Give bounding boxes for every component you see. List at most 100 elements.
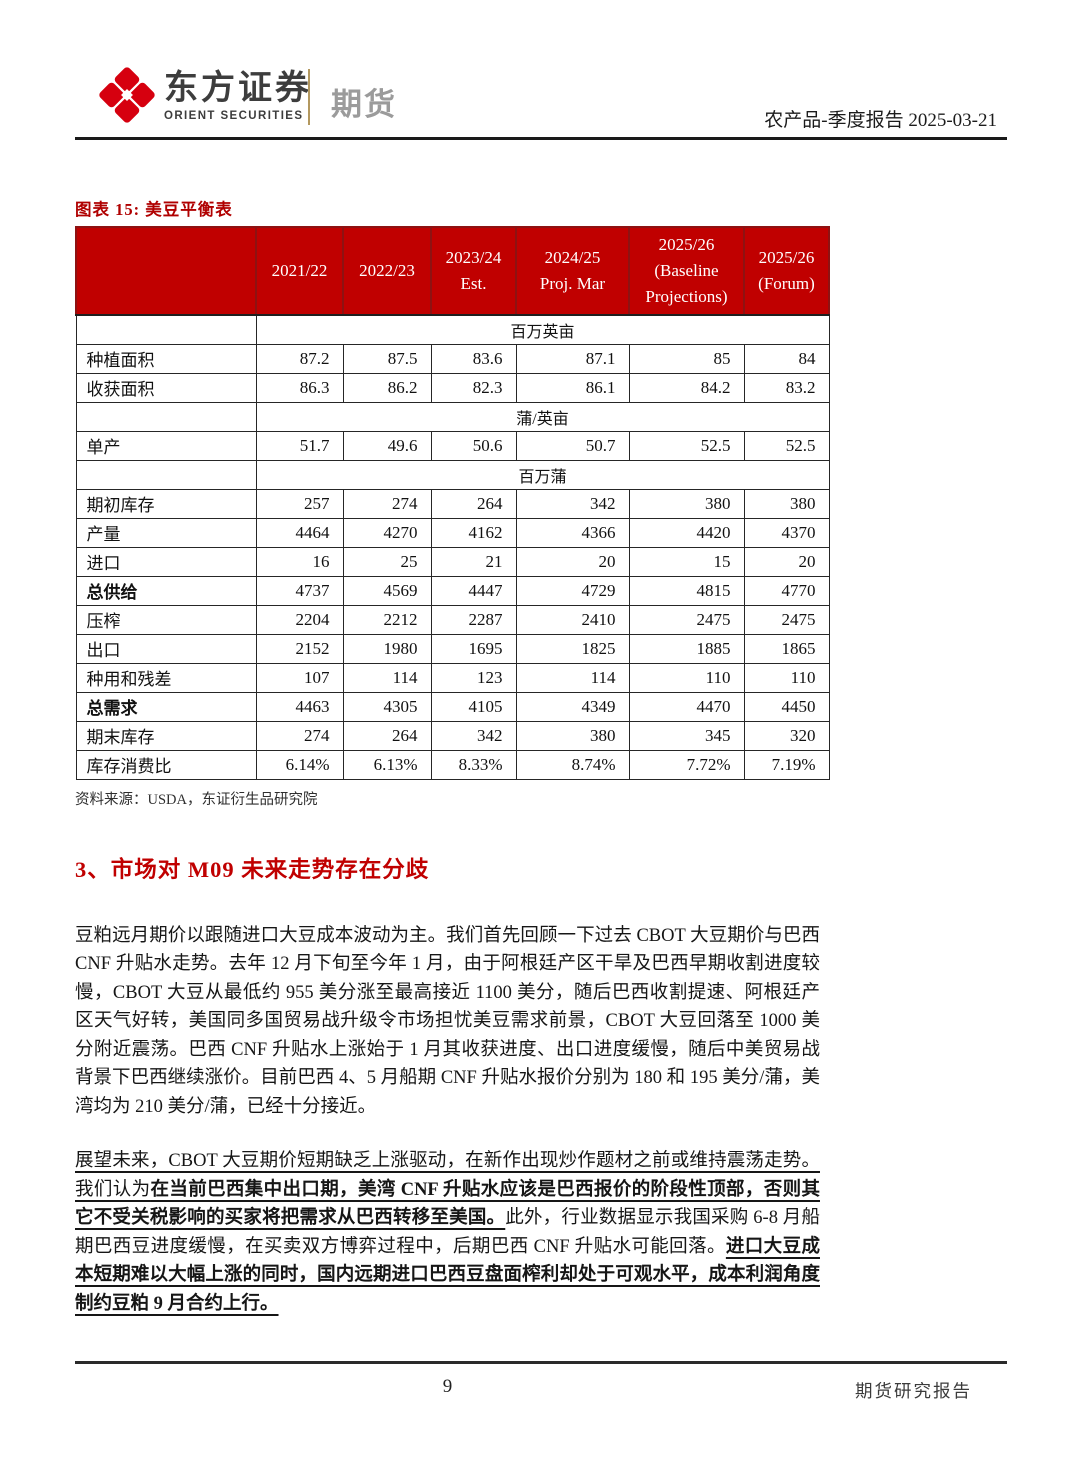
cell-value: 83.2 xyxy=(743,372,830,403)
cell-value: 114 xyxy=(342,662,432,693)
cell-value: 4270 xyxy=(342,517,432,548)
year-column-header: 2022/23 xyxy=(342,226,432,316)
cell-value: 87.2 xyxy=(255,343,344,374)
table-row: 收获面积 86.3 86.2 82.3 86.1 84.2 83.2 xyxy=(75,372,830,403)
table-row: 出口 2152 1980 1695 1825 1885 1865 xyxy=(75,633,830,664)
cell-value: 84.2 xyxy=(628,372,745,403)
row-label: 期末库存 xyxy=(75,720,257,751)
cell-value: 274 xyxy=(342,488,432,519)
cell-value: 8.33% xyxy=(430,749,517,780)
row-label: 进口 xyxy=(75,546,257,577)
cell-value: 83.6 xyxy=(430,343,517,374)
row-label: 种植面积 xyxy=(75,343,257,374)
year-column-header: 2021/22 xyxy=(255,226,344,316)
cell-value: 4770 xyxy=(743,575,830,606)
cell-value: 4729 xyxy=(515,575,630,606)
row-label: 单产 xyxy=(75,430,257,461)
figure-title: 图表 15: 美豆平衡表 xyxy=(75,200,233,219)
cell-value: 123 xyxy=(430,662,517,693)
row-label: 总供给 xyxy=(75,575,257,606)
cell-value: 380 xyxy=(743,488,830,519)
cell-value: 274 xyxy=(255,720,344,751)
cell-value: 4447 xyxy=(430,575,517,606)
cell-value: 7.72% xyxy=(628,749,745,780)
row-label: 压榨 xyxy=(75,604,257,635)
table-row: 进口 16 25 21 20 15 20 xyxy=(75,546,830,577)
cell-value: 342 xyxy=(515,488,630,519)
division-label: 期货 xyxy=(331,87,397,122)
row-label: 总需求 xyxy=(75,691,257,722)
year-column-header: 2023/24 Est. xyxy=(430,226,517,316)
cell-value: 87.5 xyxy=(342,343,432,374)
cell-value: 85 xyxy=(628,343,745,374)
row-label: 产量 xyxy=(75,517,257,548)
cell-value: 84 xyxy=(743,343,830,374)
cell-value: 4464 xyxy=(255,517,344,548)
cell-value: 114 xyxy=(515,662,630,693)
cell-value: 1885 xyxy=(628,633,745,664)
text-run: 在当前巴西集中出口期，美湾 CNF 升贴水应该是巴西报价的阶段性顶部，否则其它不… xyxy=(75,1179,820,1229)
cell-value: 4450 xyxy=(743,691,830,722)
cell-value: 2475 xyxy=(628,604,745,635)
cell-value: 110 xyxy=(628,662,745,693)
row-label: 收获面积 xyxy=(75,372,257,403)
main-content: 图表 15: 美豆平衡表 2021/22 2022/23 2023/24 Est. 20… xyxy=(75,196,1007,1318)
row-label xyxy=(75,314,257,345)
cell-value: 4470 xyxy=(628,691,745,722)
brand-block: 东方证券 ORIENT SECURITIES xyxy=(164,70,312,122)
row-label: 库存消费比 xyxy=(75,749,257,780)
table-row: 种植面积 87.2 87.5 83.6 87.1 85 84 xyxy=(75,343,830,374)
row-label: 期初库存 xyxy=(75,488,257,519)
cell-value: 320 xyxy=(743,720,830,751)
table-row: 库存消费比 6.14% 6.13% 8.33% 8.74% 7.72% 7.19% xyxy=(75,749,830,780)
cell-value: 4105 xyxy=(430,691,517,722)
table-row: 总供给 4737 4569 4447 4729 4815 4770 xyxy=(75,575,830,606)
row-label: 种用和残差 xyxy=(75,662,257,693)
cell-value: 107 xyxy=(255,662,344,693)
table-row: 产量 4464 4270 4162 4366 4420 4370 xyxy=(75,517,830,548)
cell-value: 50.7 xyxy=(515,430,630,461)
unit-row: 百万蒲 xyxy=(75,459,830,490)
cell-value: 2204 xyxy=(255,604,344,635)
header-rule xyxy=(75,137,1007,140)
cell-value: 15 xyxy=(628,546,745,577)
paragraph-2: 展望未来，CBOT 大豆期价短期缺乏上涨驱动，在新作出现炒作题材之前或维持震荡走… xyxy=(75,1147,820,1318)
cell-value: 7.19% xyxy=(743,749,830,780)
cell-value: 86.3 xyxy=(255,372,344,403)
cell-value: 20 xyxy=(515,546,630,577)
brand-divider xyxy=(308,69,310,125)
cell-value: 380 xyxy=(515,720,630,751)
footer-label: 期货研究报告 xyxy=(855,1381,972,1401)
unit-row: 百万英亩 xyxy=(75,314,830,345)
cell-value: 6.13% xyxy=(342,749,432,780)
cell-value: 87.1 xyxy=(515,343,630,374)
cell-value: 110 xyxy=(743,662,830,693)
cell-value: 1695 xyxy=(430,633,517,664)
cell-value: 82.3 xyxy=(430,372,517,403)
year-column-header: 2025/26 (Forum) xyxy=(743,226,830,316)
footer-rule xyxy=(75,1361,1007,1364)
paragraph-1: 豆粕远月期价以跟随进口大豆成本波动为主。我们首先回顾一下过去 CBOT 大豆期价… xyxy=(75,925,820,1117)
cell-value: 4162 xyxy=(430,517,517,548)
cell-value: 345 xyxy=(628,720,745,751)
cell-value: 52.5 xyxy=(743,430,830,461)
unit-row: 蒲/英亩 xyxy=(75,401,830,432)
table-header-row: 2021/22 2022/23 2023/24 Est. 2024/25 Proj. Ma… xyxy=(75,226,830,316)
source-note: 资料来源：USDA，东证衍生品研究院 xyxy=(75,791,318,808)
text-run: 展望未来，CBOT 大豆期价短期缺乏上涨驱动，在新作出现炒作题材之前或维持震荡走… xyxy=(75,1151,820,1171)
brand-name-cn: 东方证券 xyxy=(164,69,312,107)
cell-value: 4420 xyxy=(628,517,745,548)
row-label xyxy=(75,459,257,490)
cell-value: 6.14% xyxy=(255,749,344,780)
cell-value: 51.7 xyxy=(255,430,344,461)
cell-value: 2475 xyxy=(743,604,830,635)
cell-value: 342 xyxy=(430,720,517,751)
cell-value: 4463 xyxy=(255,691,344,722)
page-number: 9 xyxy=(442,1376,453,1397)
cell-value: 4349 xyxy=(515,691,630,722)
report-meta: 农产品-季度报告 2025-03-21 xyxy=(764,110,997,131)
year-column-header: 2025/26 (Baseline Projections) xyxy=(628,226,745,316)
cell-value: 1865 xyxy=(743,633,830,664)
cell-value: 4815 xyxy=(628,575,745,606)
corner-header-cell xyxy=(75,226,257,316)
